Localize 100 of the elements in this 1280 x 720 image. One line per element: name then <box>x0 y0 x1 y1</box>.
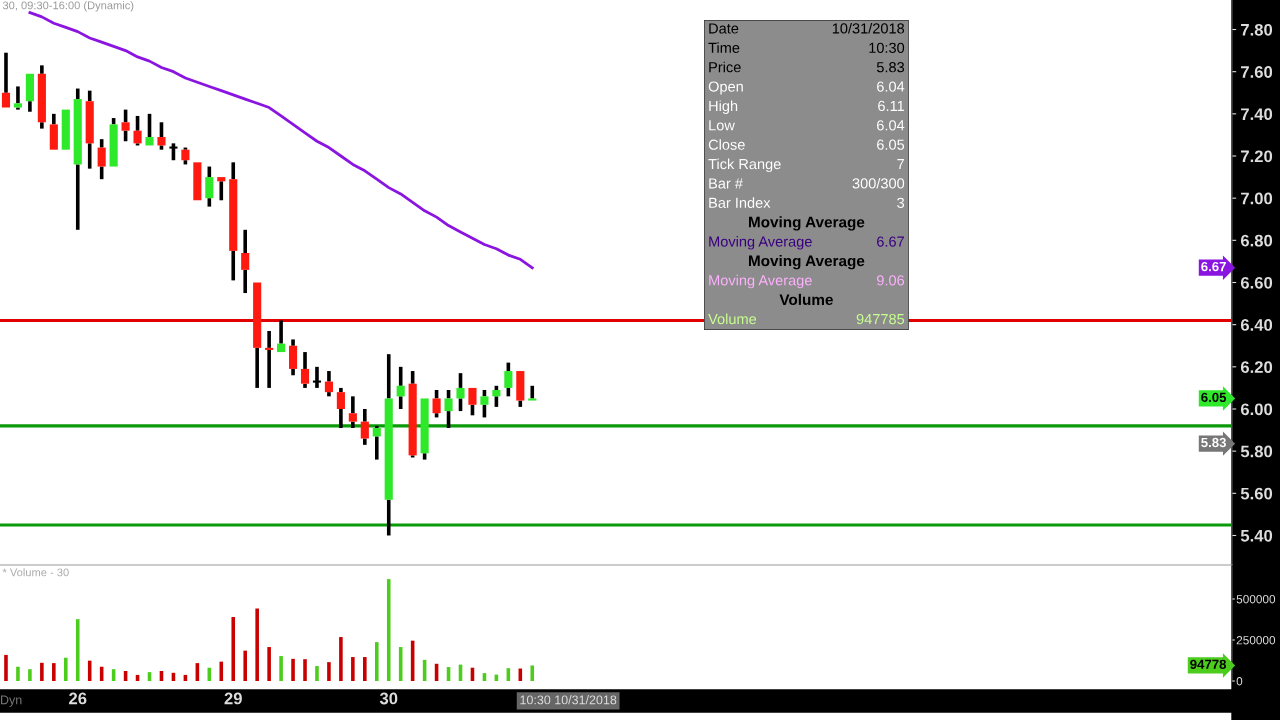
bar <box>231 617 236 681</box>
candlestick <box>73 88 82 230</box>
category-label: Open <box>708 81 743 95</box>
y-tick-label: 7.80 <box>1241 23 1273 36</box>
y-tick-label: 6.20 <box>1240 361 1273 374</box>
y-tick-label: 6.40 <box>1240 319 1273 331</box>
y-tick-label: 0 <box>1236 677 1243 686</box>
y-tick-label: 5.60 <box>1240 487 1273 500</box>
text: 6.05 <box>877 139 905 150</box>
bar <box>339 637 343 681</box>
bar <box>255 608 259 681</box>
candlestick <box>420 398 429 460</box>
candlestick <box>1 52 11 108</box>
candlestick <box>300 352 310 388</box>
bar <box>4 654 8 681</box>
bar <box>363 657 367 681</box>
annotation: 94778 <box>1190 659 1227 669</box>
y-tick-label: 7.20 <box>1241 150 1273 163</box>
bar <box>315 666 319 681</box>
text: Dyn <box>1 695 22 707</box>
annotation: 6.05 <box>1201 392 1227 402</box>
bar <box>291 658 295 681</box>
text: 6.11 <box>878 100 904 112</box>
y-tick-label: 500000 <box>1236 595 1276 604</box>
bar <box>386 579 391 681</box>
candlestick <box>13 86 23 110</box>
annotation: * Volume - 30 <box>2 568 69 577</box>
text: 5.83 <box>876 62 905 73</box>
category-label: Close <box>708 139 745 150</box>
y-tick-label: 7.00 <box>1241 192 1273 205</box>
text: 10:30 10/31/2018 <box>520 695 617 705</box>
candlestick <box>229 162 238 281</box>
candlestick <box>25 73 34 112</box>
category-label: Moving Average <box>748 216 865 231</box>
y-tick-label: 6.80 <box>1240 234 1273 247</box>
category-label: Time <box>708 42 740 53</box>
bar <box>75 619 80 681</box>
annotation: 6.67 <box>1201 261 1226 272</box>
x-tick-label: 26 <box>69 692 87 705</box>
bar <box>374 642 379 681</box>
x-tick-label: 30 <box>379 692 398 705</box>
text: 10:30 <box>869 42 905 53</box>
category-label: Date <box>709 23 739 34</box>
text: 7 <box>897 159 904 170</box>
y-tick-label: 250000 <box>1236 636 1276 645</box>
candlestick <box>324 371 333 397</box>
candlestick <box>61 109 70 150</box>
bar <box>351 657 355 681</box>
bar <box>327 662 331 681</box>
bar <box>303 659 307 681</box>
text: 6.67 <box>877 236 904 247</box>
bar <box>28 669 32 681</box>
candlestick <box>241 229 250 295</box>
y-tick-label: 6.60 <box>1240 276 1273 289</box>
candlestick <box>360 408 369 445</box>
bar <box>52 663 56 681</box>
bar <box>40 662 44 681</box>
text: 6.04 <box>877 120 905 131</box>
category-label: Volume <box>708 313 757 325</box>
bar <box>16 666 20 681</box>
x-tick-label: 29 <box>224 692 242 705</box>
candlestick <box>193 162 202 201</box>
category-label: Bar # <box>709 178 743 189</box>
bar <box>530 665 535 681</box>
category-label: Low <box>709 120 735 131</box>
y-tick-label: 5.80 <box>1240 445 1273 458</box>
bar <box>267 647 271 681</box>
candlestick <box>253 282 262 388</box>
bar <box>219 661 224 681</box>
y-tick-label: 5.40 <box>1240 529 1273 542</box>
candlestick <box>49 113 58 150</box>
candlestick <box>372 425 381 460</box>
candlestick <box>277 320 286 353</box>
candlestick <box>265 330 274 388</box>
candlestick <box>384 354 393 536</box>
category-label: Moving Average <box>748 255 865 270</box>
candlestick <box>85 90 94 169</box>
candlestick <box>528 385 537 401</box>
candlestick <box>288 339 298 376</box>
text: 10/31/2018 <box>832 22 905 34</box>
text: 6.04 <box>877 81 905 92</box>
category-label: Tick Range <box>708 158 781 173</box>
candlestick <box>217 177 226 201</box>
category-label: Price <box>709 61 741 73</box>
candlestick <box>37 65 46 129</box>
annotation: 5.83 <box>1201 437 1226 448</box>
bar <box>243 650 247 681</box>
y-tick-label: 7.60 <box>1241 66 1273 78</box>
candlestick <box>336 386 345 428</box>
text: 300/300 <box>852 177 905 189</box>
text: 9.06 <box>877 275 905 286</box>
category-label: Bar Index <box>709 197 771 208</box>
candlestick <box>145 113 154 146</box>
annotation: 30, 09:30-16:00 (Dynamic) <box>2 1 134 12</box>
text: 947785 <box>856 313 905 325</box>
line-series <box>28 11 534 270</box>
text: 3 <box>897 197 905 208</box>
candlestick <box>396 366 405 409</box>
y-tick-label: 6.00 <box>1240 403 1273 416</box>
category-label: Volume <box>779 293 833 306</box>
